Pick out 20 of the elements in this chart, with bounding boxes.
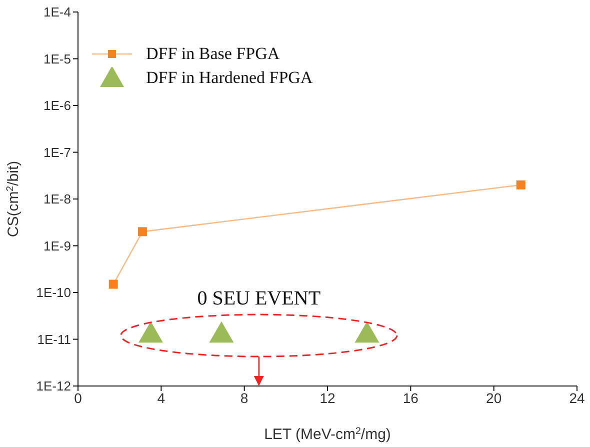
x-tick-label: 4 xyxy=(157,390,166,406)
y-tick-label: 1E-10 xyxy=(36,285,71,300)
y-tick-label: 1E-4 xyxy=(44,4,71,20)
legend-label: DFF in Base FPGA xyxy=(146,44,280,64)
y-tick-label: 1E-7 xyxy=(44,144,71,160)
x-axis-title: LET (MeV-cm$^{2}$/mg) xyxy=(264,426,391,443)
x-tick-label: 8 xyxy=(240,390,248,406)
x-tick-label: 24 xyxy=(569,390,585,406)
x-tick-label: 20 xyxy=(486,390,502,406)
y-tick-label: 1E-8 xyxy=(44,192,71,207)
y-tick-label: 1E-5 xyxy=(44,51,71,66)
y-tick-label: 1E-6 xyxy=(44,98,71,114)
x-tick-label: 16 xyxy=(402,390,419,406)
annotation: 0 SEU EVENT xyxy=(197,288,321,310)
x-tick-label: 0 xyxy=(74,390,82,406)
y-tick-label: 1E-12 xyxy=(36,378,71,394)
y-tick-label: 1E-9 xyxy=(44,238,71,254)
legend-label: DFF in Hardened FPGA xyxy=(146,68,313,88)
x-tick-label: 12 xyxy=(320,390,336,406)
y-tick-label: 1E-11 xyxy=(37,332,71,347)
